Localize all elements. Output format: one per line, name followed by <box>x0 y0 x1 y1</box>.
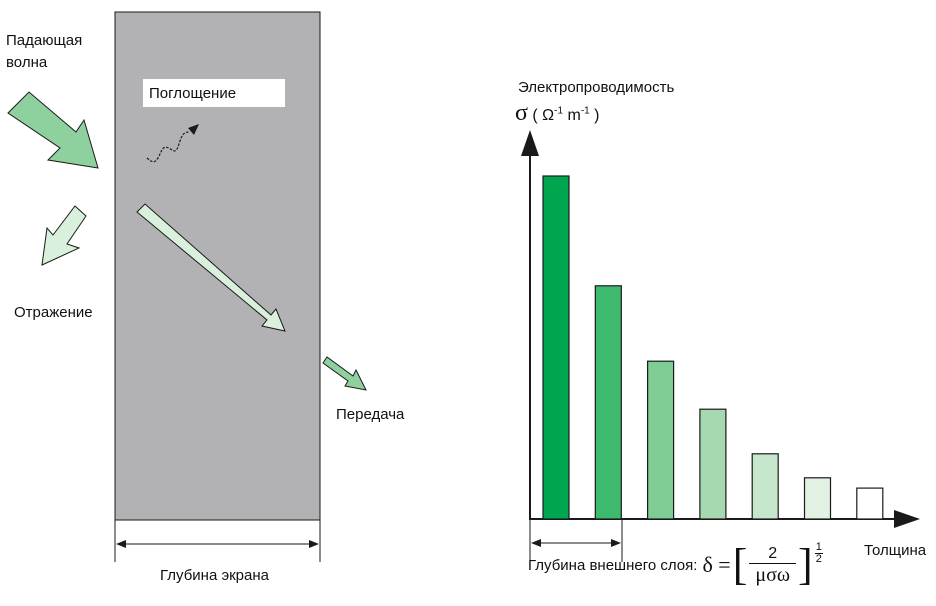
formula-bracket-right: ] <box>798 540 813 589</box>
formula-exponent-denominator: 2 <box>815 553 822 565</box>
x-axis-arrowhead <box>894 510 920 528</box>
transmission-arrow <box>322 356 367 391</box>
formula-exponent-numerator: 1 <box>814 541 823 554</box>
conductivity-bar-6 <box>803 477 832 520</box>
conductivity-unit: σ ( Ω-1 m-1 ) <box>515 100 600 127</box>
unit-exp-ohm: -1 <box>554 105 564 117</box>
conductivity-bars <box>542 175 884 520</box>
skin-depth-arrowhead-left <box>531 539 541 547</box>
screen-depth-label: Глубина экрана <box>160 567 269 584</box>
skin-depth-label: Глубина внешнего слоя: <box>528 556 698 574</box>
conductivity-bar-7 <box>856 487 884 520</box>
conductivity-bar-1 <box>542 175 570 520</box>
incident-wave-label-line1: Падающая <box>6 32 83 49</box>
unit-open: ( Ω <box>532 107 555 124</box>
formula-fraction: 2 μσω <box>749 544 797 586</box>
reflection-arrow <box>41 205 87 266</box>
screen-depth-arrowhead-right <box>309 540 319 548</box>
skin-depth-arrowhead-right <box>611 539 621 547</box>
absorption-arrowhead <box>188 124 199 135</box>
conductivity-label: Электропроводимость <box>518 79 675 96</box>
thickness-label: Толщина <box>864 542 927 559</box>
conductivity-bar-4 <box>699 408 727 520</box>
screen-depth-arrowhead-left <box>116 540 126 548</box>
skin-depth-formula: Глубина внешнего слоя: δ = [ 2 μσω ] 1 2 <box>528 540 823 590</box>
internal-transmission-arrow <box>136 203 286 332</box>
incident-wave-label-line2: волна <box>6 54 48 71</box>
incident-wave-label: Падающая волна <box>6 30 82 74</box>
absorption-squiggle <box>146 131 191 163</box>
incident-wave-arrow <box>7 91 99 169</box>
formula-delta: δ = <box>702 552 731 577</box>
transmission-label: Передача <box>336 406 405 423</box>
absorption-label-box: Поглощение <box>143 79 285 107</box>
conductivity-bar-5 <box>751 453 779 520</box>
y-axis-arrowhead <box>521 130 539 156</box>
conductivity-bar-2 <box>594 285 622 520</box>
unit-m: m <box>563 107 581 124</box>
unit-close: ) <box>589 107 600 124</box>
formula-denominator: μσω <box>749 562 797 586</box>
unit-exp-m: -1 <box>580 105 590 117</box>
sigma-symbol: σ <box>515 100 528 126</box>
absorption-label: Поглощение <box>149 84 237 102</box>
formula-numerator: 2 <box>768 544 778 562</box>
formula-bracket-left: [ <box>732 540 748 589</box>
conductivity-bar-3 <box>646 360 675 520</box>
formula-exponent: 1 2 <box>814 541 823 565</box>
reflection-label: Отражение <box>14 304 93 321</box>
